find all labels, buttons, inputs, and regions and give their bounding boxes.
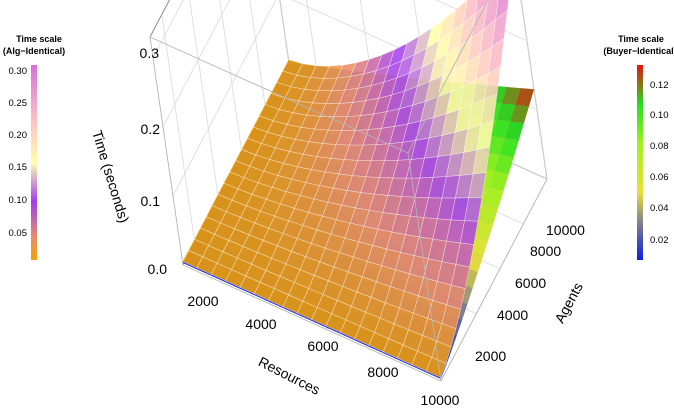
colorbar-tick-label: 0.15 <box>9 162 28 173</box>
x-tick-label: 2000 <box>187 293 218 309</box>
box-edge <box>149 36 409 154</box>
gridline <box>219 0 243 153</box>
colorbar-buyer-identical: Time scale (Buyer−Identical) 0.12 0.10 0… <box>603 34 674 260</box>
gridline <box>520 0 548 180</box>
y-tick-label: 4000 <box>497 307 528 323</box>
colorbar-alg-identical: Time scale (Alg−Identical) 0.30 0.25 0.2… <box>3 34 65 260</box>
surface-patch <box>282 59 303 76</box>
y-tick-label: 6000 <box>515 275 546 291</box>
plot-box-front <box>149 0 548 382</box>
z-tick-label: 0.0 <box>148 261 168 277</box>
gridline <box>279 0 290 64</box>
x-tick-label: 10000 <box>421 392 460 408</box>
surface-patch <box>474 0 488 15</box>
colorbar-tick-label: 0.12 <box>650 80 669 91</box>
box-edge <box>440 178 548 382</box>
box-edge <box>407 0 489 154</box>
gridline <box>249 0 266 108</box>
surface-layer <box>182 0 535 380</box>
colorbar-subtitle: (Buyer−Identical) <box>603 46 674 56</box>
colorbar-tick-label: 0.25 <box>9 98 28 109</box>
gridline <box>306 0 319 76</box>
colorbar-title: Time scale <box>16 34 62 44</box>
gridline <box>152 0 184 58</box>
x-tick-label: 6000 <box>307 338 338 354</box>
colorbar-tick-label: 0.05 <box>9 228 28 239</box>
colorbar-tick-label: 0.10 <box>650 110 669 121</box>
x-tick-label: 8000 <box>367 364 398 380</box>
colorbar-title: Time scale <box>618 34 664 44</box>
colorbar-gradient <box>637 65 643 260</box>
gridline <box>189 0 219 198</box>
box-edge <box>182 264 442 382</box>
y-tick-label: 8000 <box>530 243 561 259</box>
y-tick-label: 2000 <box>475 348 506 364</box>
colorbar-tick-label: 0.20 <box>9 130 28 141</box>
colorbar-tick-label: 0.02 <box>650 235 669 246</box>
z-tick-label: 0.3 <box>140 45 160 61</box>
gridline <box>172 0 277 197</box>
x-tick-label: 4000 <box>245 316 276 332</box>
box-edge <box>149 0 170 38</box>
gridline <box>161 14 196 243</box>
box-edge <box>407 152 442 382</box>
colorbar-tick-label: 0.10 <box>9 195 28 206</box>
colorbar-tick-label: 0.06 <box>650 172 669 183</box>
colorbar-tick-label: 0.04 <box>650 203 669 214</box>
z-tick-label: 0.1 <box>141 193 161 209</box>
colorbar-gradient <box>31 65 37 260</box>
x-axis-ticks: 2000 4000 6000 8000 10000 <box>187 293 459 408</box>
y-tick-label: 10000 <box>546 222 585 238</box>
y-axis-title: Agents <box>551 280 586 326</box>
y-axis-ticks: 2000 4000 6000 8000 10000 <box>475 222 585 364</box>
colorbar-tick-label: 0.30 <box>9 66 28 77</box>
colorbar-tick-label: 0.08 <box>650 141 669 152</box>
gridline <box>162 0 230 128</box>
x-axis-title: Resources <box>256 353 323 398</box>
z-axis-ticks: 0.0 0.1 0.2 0.3 <box>140 45 168 277</box>
z-tick-label: 0.2 <box>141 121 161 137</box>
box-edge <box>149 36 184 266</box>
colorbar-subtitle: (Alg−Identical) <box>3 46 65 56</box>
z-axis-title: Time (seconds) <box>89 128 132 224</box>
